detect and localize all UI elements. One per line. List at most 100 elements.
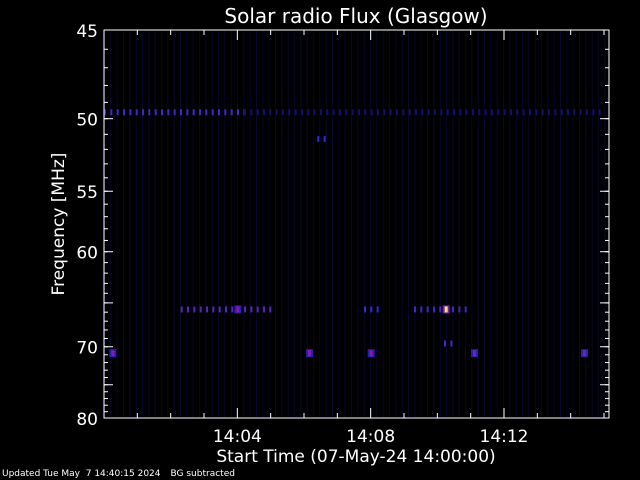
emission-mark: [269, 109, 272, 116]
background-streak: [142, 31, 143, 417]
background-streak: [256, 31, 257, 417]
emission-mark: [598, 109, 601, 116]
y-tick-label: 45: [76, 22, 98, 42]
emission-mark: [446, 109, 449, 116]
emission-mark: [465, 109, 468, 116]
background-streak: [522, 31, 523, 417]
background-streak: [541, 31, 542, 417]
background-streak: [496, 31, 498, 417]
background-streak: [237, 31, 238, 417]
background-streak: [547, 31, 549, 417]
emission-mark: [452, 306, 454, 313]
background-streak: [370, 31, 371, 417]
background-streak: [591, 31, 593, 417]
emission-mark: [218, 109, 220, 116]
background-streak: [572, 31, 574, 417]
background-streak: [401, 31, 403, 417]
updated-timestamp: Updated Tue May 7 14:40:15 2024: [2, 469, 161, 479]
emission-mark: [301, 109, 303, 116]
background-streak: [585, 31, 587, 417]
background-streak: [218, 31, 219, 417]
emission-mark: [317, 135, 320, 142]
emission-mark: [450, 340, 453, 347]
background-streak: [281, 31, 283, 417]
background-streak: [230, 31, 232, 417]
emission-mark: [180, 109, 182, 116]
hot-spot: [234, 305, 242, 314]
emission-mark: [256, 109, 259, 116]
emission-mark: [218, 306, 221, 313]
hot-spot: [306, 349, 313, 358]
emission-mark: [173, 109, 176, 116]
emission-mark: [167, 109, 170, 116]
emission-band: [180, 306, 272, 313]
y-axis-label: Frequency [MHz]: [49, 153, 69, 296]
emission-mark: [206, 306, 208, 313]
x-tick-label: 14:08: [346, 427, 395, 447]
emission-mark: [123, 109, 125, 116]
background-streak: [420, 31, 422, 417]
emission-mark: [472, 109, 474, 116]
emission-mark: [358, 109, 360, 116]
emission-band: [414, 306, 467, 313]
emission-mark: [420, 306, 423, 313]
background-streak: [275, 31, 276, 417]
background-streak: [199, 31, 200, 417]
background-streak: [294, 31, 295, 417]
background-streak: [408, 31, 409, 417]
emission-mark: [244, 109, 246, 116]
emission-mark: [491, 109, 493, 116]
background-streak: [452, 31, 454, 417]
emission-mark: [161, 109, 163, 116]
emission-mark: [376, 306, 379, 313]
emission-mark: [370, 306, 373, 313]
emission-mark: [225, 306, 227, 313]
emission-mark: [250, 109, 253, 116]
hot-spot-core: [111, 350, 115, 357]
emission-mark: [567, 109, 569, 116]
background-streak: [180, 31, 181, 417]
background-streak: [458, 31, 460, 417]
background-streak: [344, 31, 346, 417]
axis-layer: 45 50 55 60 70 80 14:04 14:08 14:12: [76, 22, 609, 447]
emission-band: [364, 306, 379, 313]
emission-mark: [364, 306, 366, 313]
y-tick-label: 70: [76, 339, 98, 359]
emission-mark: [408, 109, 411, 116]
background-streak: [509, 31, 511, 417]
background-streak: [129, 31, 131, 417]
emission-mark: [135, 109, 138, 116]
background-streak: [515, 31, 517, 417]
emission-mark: [154, 109, 157, 116]
emission-mark: [522, 109, 525, 116]
emission-mark: [573, 109, 576, 116]
background-streak: [566, 31, 568, 417]
emission-mark: [244, 306, 246, 313]
emission-mark: [586, 109, 588, 116]
emission-mark: [592, 109, 595, 116]
background-streak: [249, 31, 251, 417]
emission-mark: [364, 109, 367, 116]
emission-mark: [224, 109, 227, 116]
background-streak: [135, 31, 137, 417]
emission-mark: [282, 109, 284, 116]
emission-mark: [237, 109, 239, 116]
background-streak: [110, 31, 112, 417]
background-streak: [186, 31, 188, 417]
x-tick-label: 14:04: [213, 427, 262, 447]
background-streak: [287, 31, 289, 417]
background-streak: [598, 31, 599, 417]
chart-title: Solar radio Flux (Glasgow): [224, 4, 487, 28]
hot-spot: [442, 305, 450, 314]
background-streak: [446, 31, 447, 417]
emission-mark: [554, 109, 557, 116]
background-streak: [471, 31, 473, 417]
background-streak: [262, 31, 264, 417]
emission-mark: [313, 109, 316, 116]
y-tick-label: 60: [76, 244, 98, 264]
emission-mark: [199, 109, 201, 116]
emission-mark: [541, 109, 544, 116]
emission-mark: [211, 109, 214, 116]
emission-mark: [294, 109, 297, 116]
emission-mark: [129, 109, 132, 116]
